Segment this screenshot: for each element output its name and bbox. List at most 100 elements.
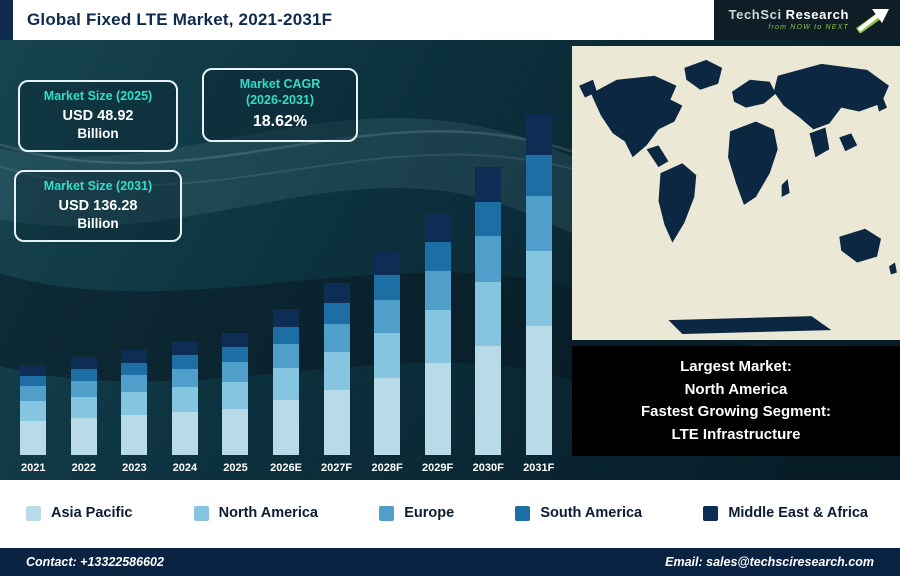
bar-column-2021: 2021 [8, 104, 59, 476]
market-size-2031-card: Market Size (2031) USD 136.28 Billion [14, 170, 182, 242]
legend-swatch-icon [703, 505, 719, 521]
legend-label: Asia Pacific [51, 505, 133, 521]
card-unit: Billion [77, 215, 119, 231]
bar-column-2022: 2022 [59, 104, 110, 476]
bar-segment [424, 309, 451, 363]
bar-stack [222, 332, 249, 455]
bar-segment [525, 196, 552, 251]
fastest-segment-label: Fastest Growing Segment: [640, 403, 832, 420]
x-axis-label: 2029F [422, 462, 454, 474]
bar-stack [20, 364, 47, 455]
bar-segment [222, 347, 249, 363]
x-axis-label: 2023 [122, 462, 147, 474]
bar-column-2024: 2024 [160, 104, 211, 476]
legend-swatch-icon [26, 505, 41, 521]
bar-segment [323, 282, 350, 304]
bar-segment [70, 369, 97, 381]
logo-brand: TechSci Research [729, 7, 849, 22]
legend-label: Europe [404, 505, 455, 521]
bar-segment [273, 344, 299, 368]
legend-swatch-icon [193, 505, 209, 521]
card-title: Market CAGR [239, 77, 321, 91]
legend-item: Asia Pacific [26, 505, 132, 521]
logo-arrow-icon [856, 9, 889, 33]
bar-segment [374, 299, 401, 333]
bar-segment [20, 386, 47, 401]
bar-segment [171, 341, 198, 356]
page-title: Global Fixed LTE Market, 2021-2031F [27, 10, 333, 29]
x-axis-label: 2021 [21, 462, 46, 474]
bar-segment [374, 250, 401, 276]
bar-segment [121, 350, 148, 363]
bar-segment [475, 236, 502, 283]
legend-swatch-icon [515, 505, 531, 521]
bar-segment [20, 364, 47, 376]
card-value: 18.62% [252, 113, 308, 131]
bar-segment [525, 114, 552, 156]
bar-segment [475, 282, 502, 346]
x-axis-label: 2031F [523, 462, 555, 474]
logo-brand-secondary: Research [785, 7, 849, 22]
bar-segment [525, 155, 552, 196]
footer-email: Email: sales@techsciresearch.com [665, 555, 874, 569]
bar-segment [374, 377, 401, 455]
bar-segment [121, 392, 148, 415]
bar-stack [525, 114, 552, 455]
bar-stack [273, 309, 299, 455]
stacked-bar-chart: 2021 2022 2023 2024 2025 2026E 2027F 2028F 2029F… [8, 104, 564, 476]
bar-segment [70, 357, 97, 370]
bar-segment [171, 368, 198, 387]
bar-segment [171, 387, 198, 412]
bar-segment [273, 399, 299, 455]
footer-bar: Contact: +13322586602 Email: sales@techs… [0, 546, 900, 576]
card-title: Market Size (2025) [43, 89, 153, 103]
techsci-logo: TechSci Research from NOW to NEXT [714, 0, 900, 40]
bar-segment [222, 381, 249, 409]
bar-segment [273, 326, 299, 345]
x-axis-label: 2027F [320, 462, 353, 474]
bar-segment [525, 250, 552, 326]
chart-legend: Asia Pacific North America Europe South Ame… [0, 480, 900, 546]
market-cagr-card: Market CAGR (2026-2031) 18.62% [202, 68, 358, 143]
bar-segment [70, 381, 97, 397]
bar-segment [323, 303, 350, 325]
bar-segment [525, 325, 552, 455]
legend-label: North America [218, 505, 318, 521]
bar-segment [20, 375, 47, 387]
bar-segment [121, 375, 148, 392]
bar-segment [323, 351, 350, 390]
card-value: USD 136.28 [58, 197, 138, 214]
footer-contact: Contact: +13322586602 [26, 555, 164, 569]
bar-stack [121, 350, 148, 455]
bar-segment [70, 396, 97, 418]
x-axis-label: 2024 [172, 462, 198, 474]
card-value: USD 48.92 [62, 107, 134, 124]
bar-segment [222, 332, 249, 348]
bar-segment [273, 367, 299, 400]
world-map [573, 46, 899, 340]
bar-stack [171, 341, 198, 455]
fastest-segment-value: LTE Infrastructure [671, 425, 801, 443]
legend-swatch-icon [379, 505, 395, 521]
bar-segment [121, 362, 148, 376]
card-unit: Billion [77, 125, 119, 141]
legend-item: Middle East & Africa [703, 505, 868, 521]
largest-market-value: North America [684, 380, 788, 398]
bar-column-2030F: 2030F [463, 104, 514, 476]
bar-segment [20, 400, 47, 421]
world-map-panel [572, 46, 900, 340]
bar-stack [475, 167, 502, 455]
logo-text: TechSci Research from NOW to NEXT [729, 7, 849, 32]
bar-segment [374, 332, 401, 378]
x-axis-label: 2022 [71, 462, 97, 474]
largest-market-label: Largest Market: [680, 358, 792, 375]
bar-segment [424, 212, 451, 242]
bar-column-2028F: 2028F [362, 104, 413, 476]
x-axis-label: 2025 [223, 462, 248, 474]
bar-stack [70, 357, 97, 455]
market-highlights-box: Largest Market: North America Fastest Gr… [572, 346, 900, 456]
bar-stack [374, 250, 401, 455]
bar-column-2029F: 2029F [412, 104, 463, 476]
x-axis-label: 2026E [270, 462, 302, 474]
bar-segment [70, 418, 97, 455]
